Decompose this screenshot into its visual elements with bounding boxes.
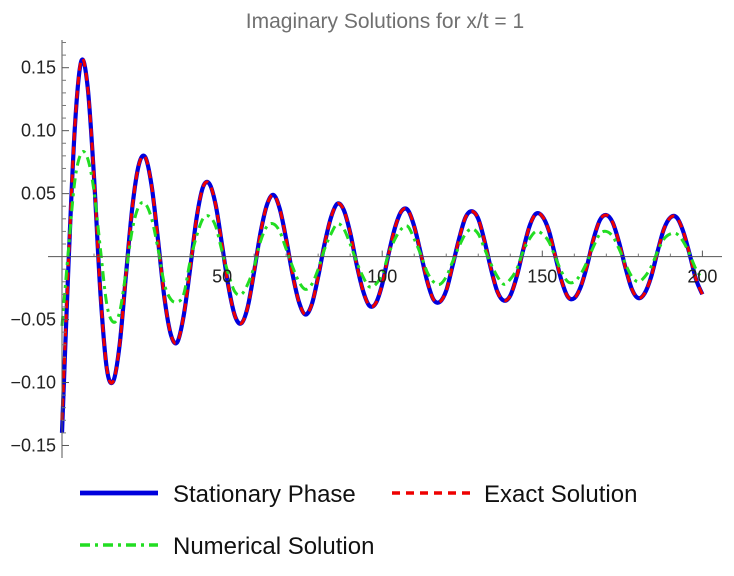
series-line-3 <box>60 150 704 326</box>
x-tick-label: 100 <box>367 267 397 287</box>
legend: Stationary Phase Exact Solution Numerical … <box>80 481 637 560</box>
series-line-2 <box>60 57 704 421</box>
y-tick-label: 0.05 <box>21 184 56 204</box>
y-tick-label: −0.15 <box>10 435 56 455</box>
x-tick-label: 50 <box>212 267 232 287</box>
y-tick-label: −0.05 <box>10 310 56 330</box>
series-layer <box>59 57 705 433</box>
x-tick-label: 200 <box>687 267 717 287</box>
axes: 50 100 150 200 −0.15 −0.10 −0.05 0.05 0.10 0.15 <box>10 40 722 458</box>
y-tick-label: 0.15 <box>21 58 56 78</box>
legend-label-3: Numerical Solution <box>173 533 374 560</box>
y-tick-label: −0.10 <box>10 373 56 393</box>
plot-area <box>59 57 705 433</box>
legend-label-2: Exact Solution <box>484 481 637 508</box>
y-tick-label: 0.10 <box>21 121 56 141</box>
chart-title: Imaginary Solutions for x/t = 1 <box>246 10 524 33</box>
legend-label-1: Stationary Phase <box>173 481 356 508</box>
x-tick-label: 150 <box>527 267 557 287</box>
